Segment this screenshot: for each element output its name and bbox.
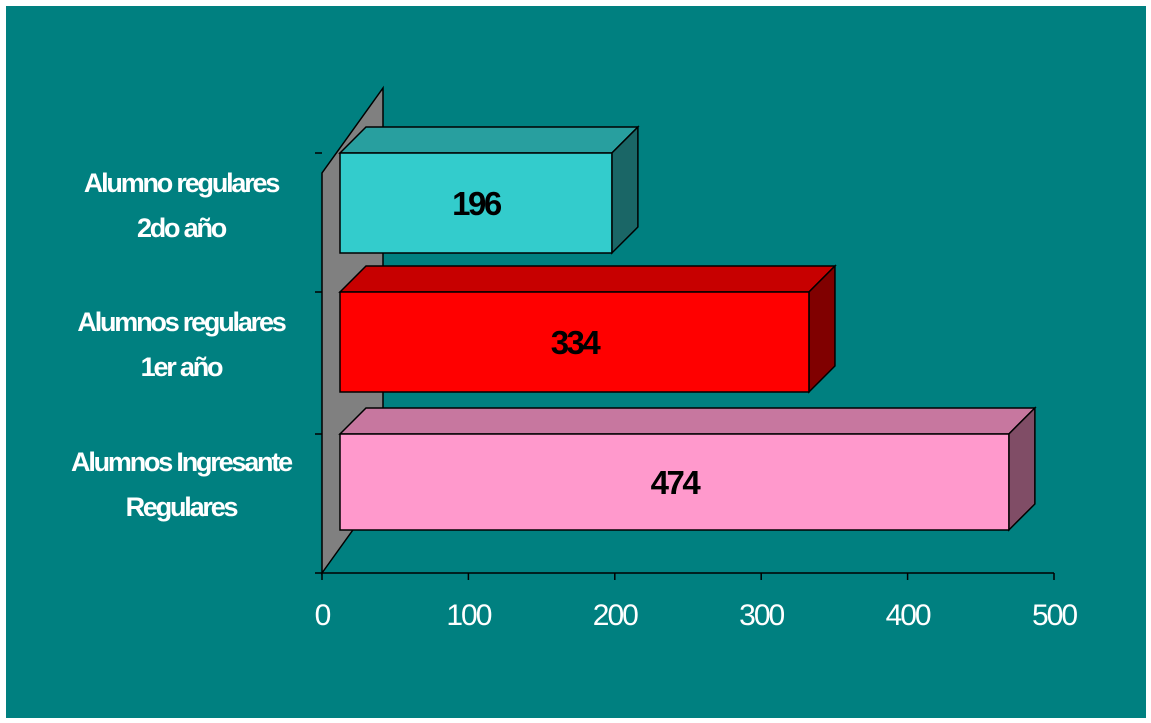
data-label: 474 <box>651 464 702 501</box>
bars: 474 334 196 <box>338 125 1037 532</box>
data-label: 334 <box>551 324 602 361</box>
value-tick-label: 500 <box>1032 599 1077 632</box>
bar: 196 <box>338 125 640 255</box>
value-tick-label: 200 <box>593 599 638 632</box>
value-tick-label: 300 <box>739 599 784 632</box>
bar: 474 <box>338 406 1037 532</box>
bar-top-face <box>338 126 640 154</box>
category-label: Alumnos Ingresante Regulares <box>71 447 293 522</box>
value-axis: 0 100 200 300 400 500 <box>315 572 1079 632</box>
data-label: 196 <box>452 185 502 222</box>
category-labels: Alumnos Ingresante Regulares Alumnos regul… <box>71 168 295 522</box>
category-axis <box>315 152 322 574</box>
bar-top-face <box>338 407 1037 435</box>
category-label: Alumnos regulares 1er año <box>77 307 285 382</box>
bar: 334 <box>338 264 837 394</box>
value-tick-label: 400 <box>886 599 931 632</box>
bar-front-face <box>339 291 810 393</box>
bar-front-face <box>339 433 1010 531</box>
bar-top-face <box>338 265 837 293</box>
value-tick-label: 100 <box>446 599 491 632</box>
bar-front-face <box>339 152 613 254</box>
value-tick-label: 0 <box>315 599 331 632</box>
category-label: Alumno regulares 2do año <box>84 168 280 243</box>
